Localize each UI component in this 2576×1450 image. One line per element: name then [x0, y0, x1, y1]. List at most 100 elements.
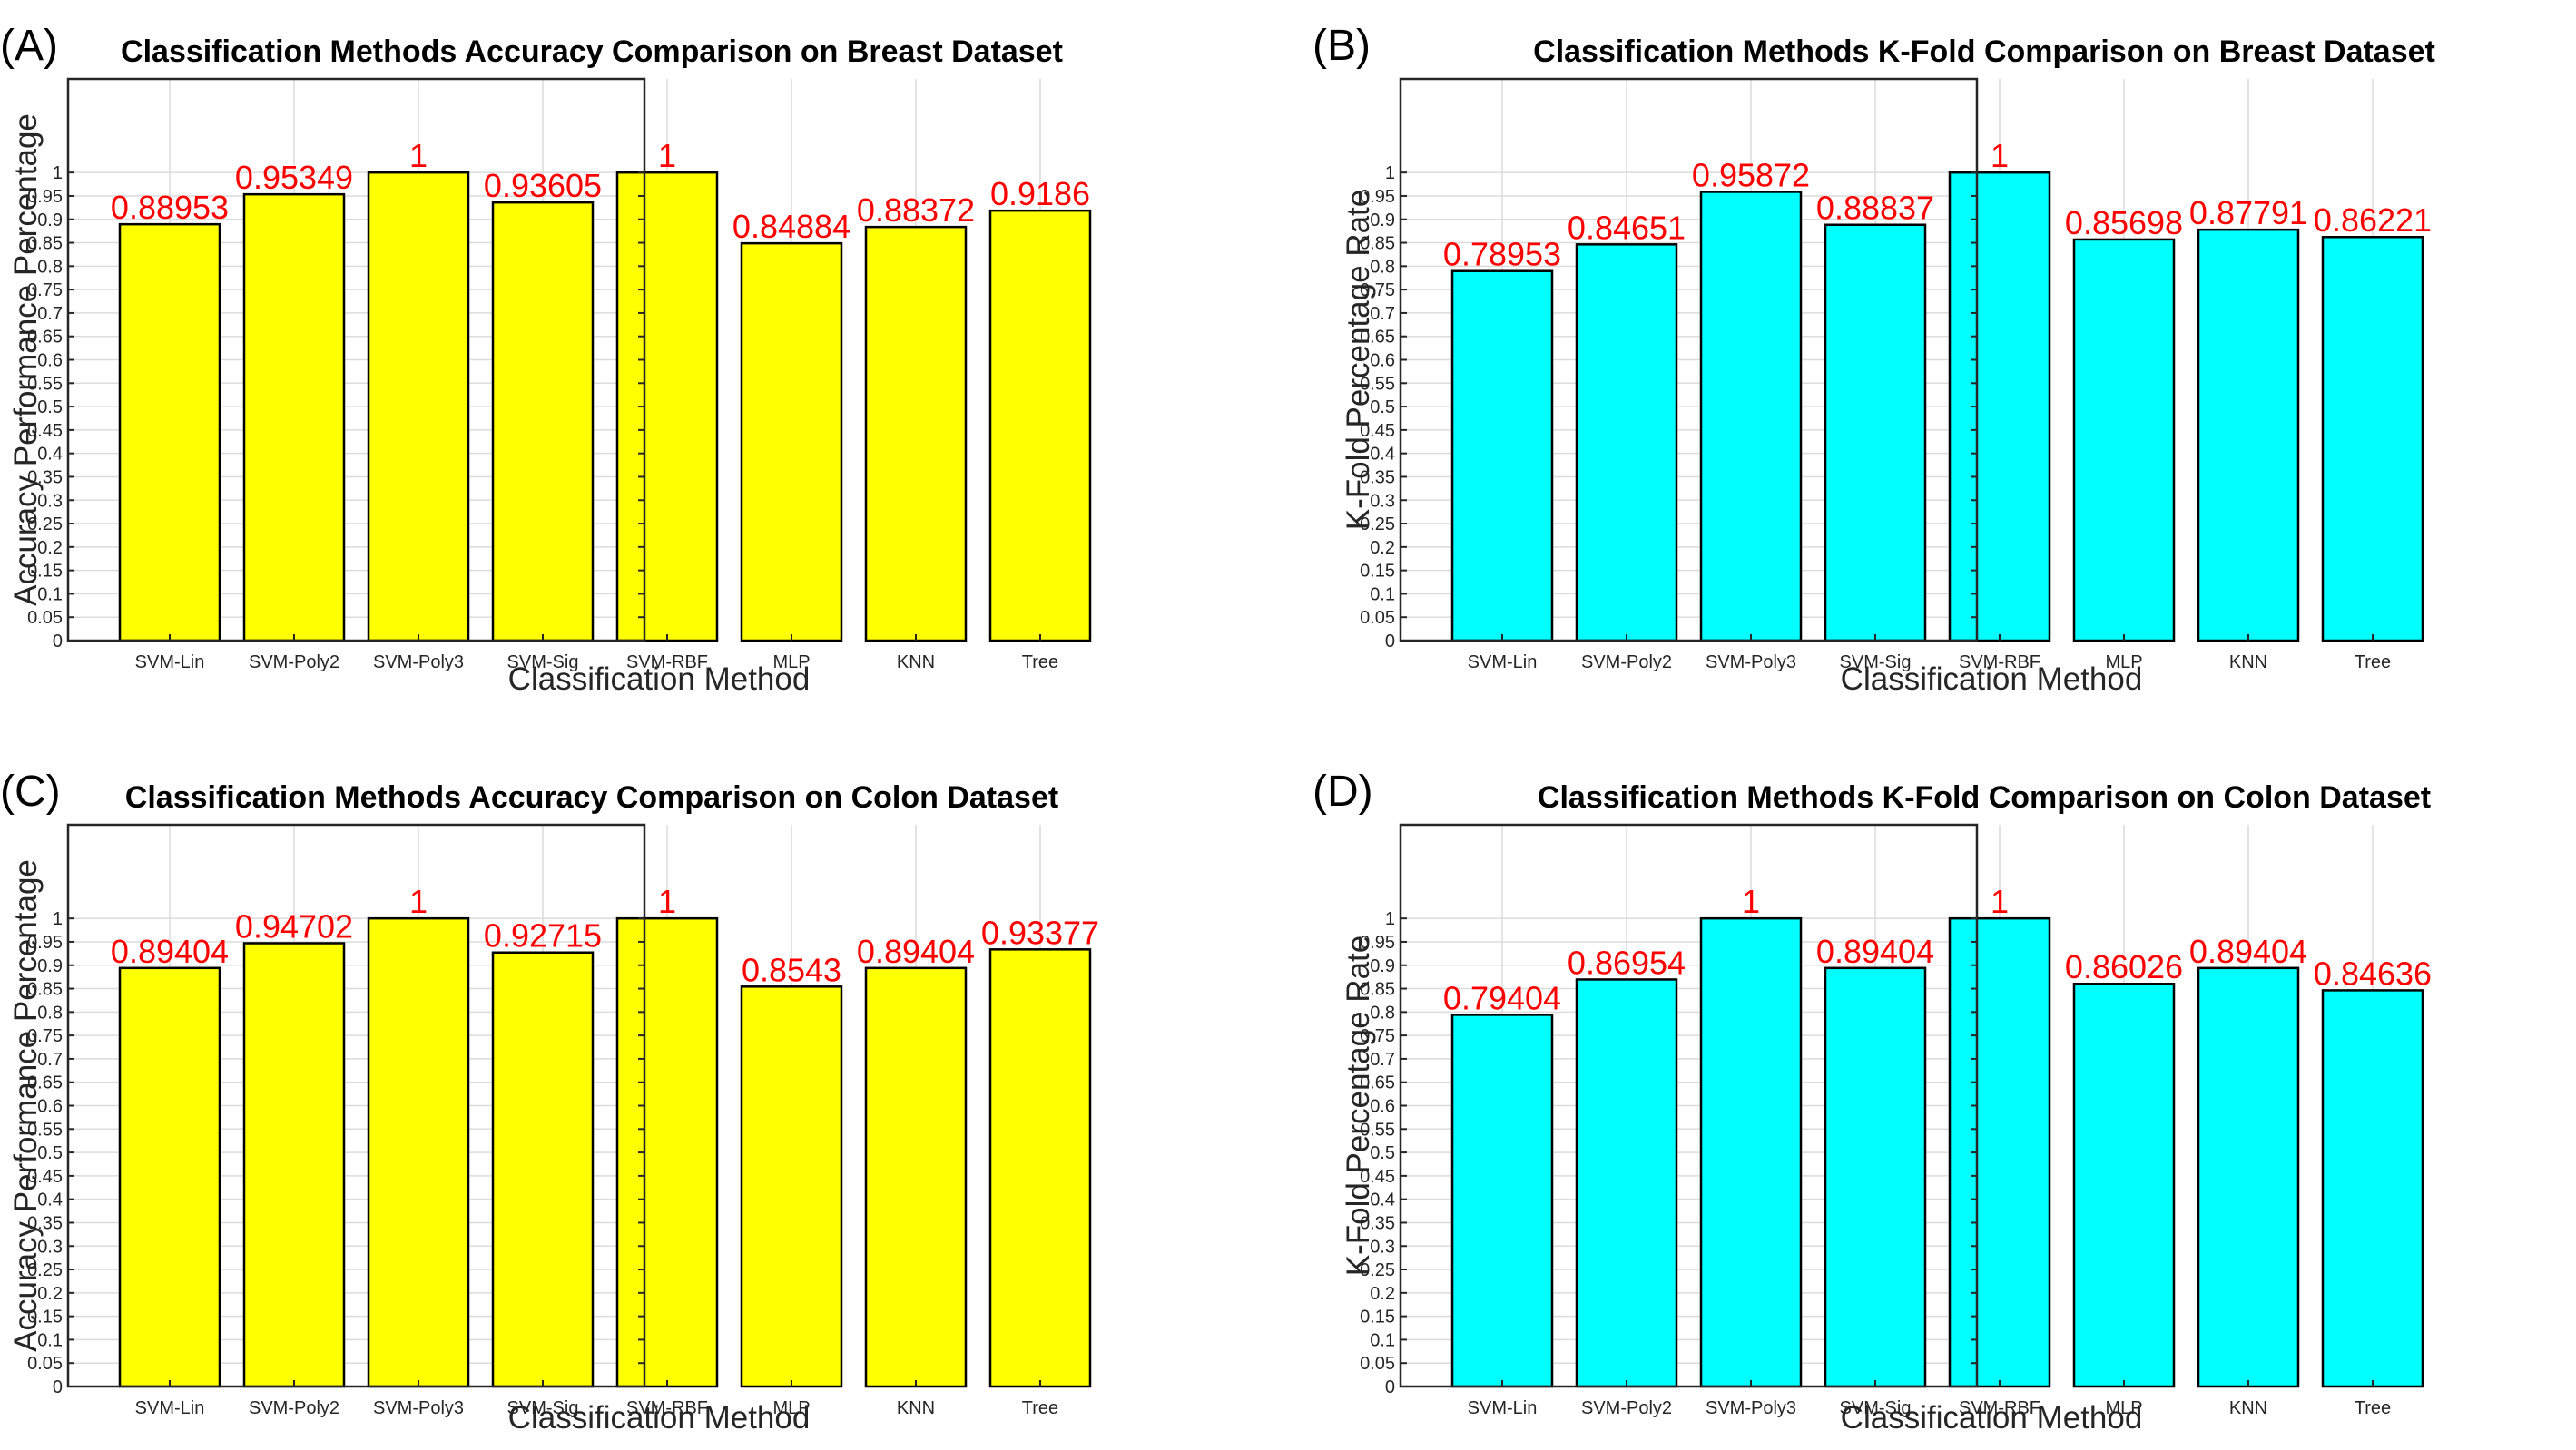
y-tick-label: 0.1: [37, 584, 63, 604]
data-label: 0.78953: [1443, 236, 1561, 273]
y-tick-label: 0.65: [27, 1073, 63, 1093]
y-tick-label: 0.75: [27, 280, 63, 300]
y-tick-label: 0.6: [37, 1097, 63, 1117]
data-label: 0.87791: [2189, 194, 2307, 231]
y-tick-label: 0.7: [1370, 304, 1395, 324]
data-label: 0.89404: [857, 933, 975, 970]
x-tick-label: SVM-Poly2: [249, 1398, 339, 1418]
data-label: 0.89404: [2189, 933, 2307, 970]
bar-knn: [2197, 966, 2300, 1388]
y-tick-label: 0.2: [1370, 538, 1395, 558]
bar-mlp: [740, 985, 843, 1388]
y-tick-label: 0.25: [1360, 514, 1395, 534]
bar-mlp: [740, 241, 843, 642]
y-tick-label: 0.35: [27, 467, 63, 487]
x-tick-label: SVM-RBF: [626, 652, 708, 672]
x-axis-label: Classification Method: [1841, 661, 2143, 697]
x-tick-label: KNN: [897, 1398, 935, 1418]
x-axis-label: Classification Method: [508, 661, 811, 697]
bar-mlp: [2072, 238, 2176, 642]
y-tick-label: 0.3: [37, 491, 63, 511]
bar-svm-poly3: [1699, 916, 1803, 1388]
x-tick-label: SVM-Lin: [1468, 1398, 1538, 1418]
y-tick-label: 0.85: [27, 980, 63, 1000]
x-tick-label: SVM-Poly2: [249, 652, 339, 672]
x-tick-label: SVM-Lin: [135, 652, 205, 672]
x-tick-label: SVM-RBF: [1959, 652, 2040, 672]
bar-svm-rbf: [615, 916, 719, 1388]
y-tick-label: 0.9: [1370, 956, 1395, 976]
y-tick-label: 0.25: [27, 1260, 63, 1280]
y-tick-label: 0.5: [1370, 397, 1395, 417]
data-label: 1: [409, 137, 428, 174]
x-tick-label: MLP: [772, 1398, 810, 1418]
y-tick-label: 0.1: [1370, 584, 1395, 604]
y-tick-label: 0.7: [37, 1050, 63, 1070]
data-label: 1: [1991, 883, 2009, 920]
x-tick-label: Tree: [1022, 1398, 1058, 1418]
x-tick-label: SVM-Poly3: [1706, 1398, 1796, 1418]
bar-knn: [864, 225, 968, 642]
y-tick-label: 0.4: [37, 445, 63, 465]
y-tick-label: 0.45: [1360, 1167, 1395, 1187]
data-label: 0.93377: [981, 914, 1099, 951]
y-tick-label: 0.05: [1360, 608, 1395, 628]
y-tick-label: 0.95: [1360, 933, 1395, 953]
y-axis-label: K-Fold Percentage Rate: [1341, 190, 1376, 530]
y-tick-label: 0.75: [1360, 280, 1395, 300]
y-tick-label: 0.45: [27, 1167, 63, 1187]
y-tick-label: 0.7: [37, 304, 63, 324]
bar-svm-poly3: [367, 916, 470, 1388]
data-label: 1: [658, 137, 676, 174]
bar-svm-poly2: [1575, 978, 1678, 1388]
y-tick-label: 0.15: [27, 562, 63, 582]
x-tick-label: SVM-Lin: [135, 1398, 205, 1418]
y-tick-label: 0.35: [27, 1213, 63, 1233]
y-tick-label: 0.15: [1360, 1308, 1395, 1328]
bar-svm-rbf: [615, 171, 719, 642]
y-tick-label: 0.55: [27, 374, 63, 394]
x-tick-label: SVM-Lin: [1468, 652, 1538, 672]
data-label: 1: [1742, 883, 1760, 920]
x-tick-label: KNN: [897, 652, 935, 672]
y-tick-label: 0: [53, 632, 63, 652]
y-tick-label: 0.3: [1370, 1237, 1395, 1257]
y-tick-label: 0.8: [37, 1003, 63, 1023]
y-tick-label: 0.85: [1360, 234, 1395, 254]
x-tick-label: SVM-RBF: [626, 1398, 708, 1418]
x-tick-label: SVM-Poly2: [1581, 1398, 1672, 1418]
panel-d: (D) Classification Methods K-Fold Compari…: [1313, 768, 2432, 1435]
data-label: 0.88953: [111, 189, 229, 226]
y-tick-label: 0.7: [1370, 1050, 1395, 1070]
data-label: 1: [1991, 137, 2009, 174]
panel-label: (A): [0, 22, 58, 70]
bar-svm-poly2: [242, 942, 346, 1388]
bar-svm-rbf: [1948, 916, 2051, 1388]
y-tick-label: 0.4: [37, 1190, 63, 1210]
x-tick-label: SVM-RBF: [1959, 1398, 2040, 1418]
x-tick-label: Tree: [2355, 1398, 2391, 1418]
data-label: 0.94702: [235, 907, 353, 945]
bar-svm-rbf: [1948, 171, 2051, 642]
y-tick-label: 0.25: [1360, 1260, 1395, 1280]
y-tick-label: 0.95: [27, 933, 63, 953]
y-tick-label: 0.45: [1360, 421, 1395, 441]
bar-svm-sig: [491, 951, 595, 1388]
y-tick-label: 0.15: [27, 1308, 63, 1328]
data-label: 0.89404: [111, 933, 229, 970]
data-label: 0.8543: [742, 951, 841, 988]
data-label: 0.95349: [235, 159, 353, 196]
y-tick-label: 0: [53, 1377, 63, 1397]
y-tick-label: 0.8: [1370, 1003, 1395, 1023]
data-label: 0.88372: [857, 191, 975, 229]
bar-svm-poly3: [367, 171, 470, 642]
bar-tree: [988, 209, 1092, 642]
bar-tree: [988, 948, 1092, 1388]
x-tick-label: SVM-Poly3: [373, 652, 464, 672]
y-tick-label: 0.9: [1370, 211, 1395, 230]
data-label: 0.79404: [1443, 979, 1561, 1016]
y-tick-label: 0.05: [27, 608, 63, 628]
data-label: 0.9186: [990, 175, 1090, 212]
data-label: 1: [409, 883, 428, 920]
